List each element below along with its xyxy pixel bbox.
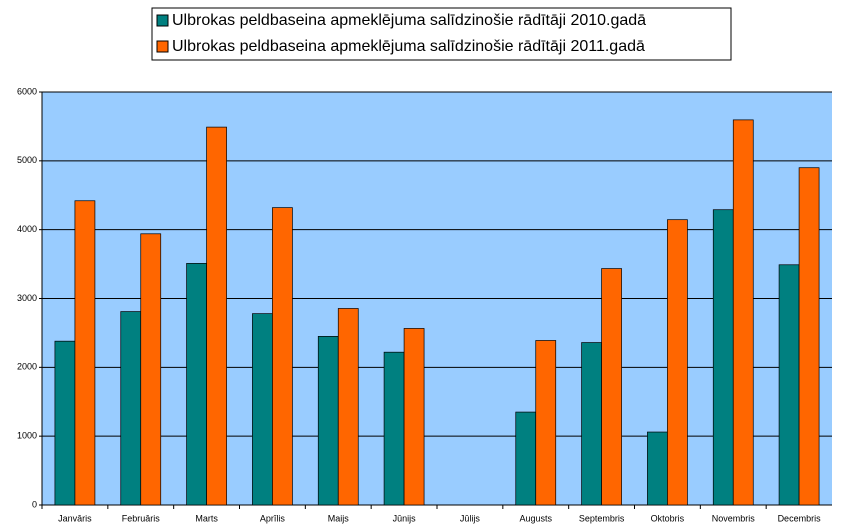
bar <box>581 342 602 506</box>
x-tick-label: Jūnijs <box>393 513 417 523</box>
bar <box>186 263 207 506</box>
legend-label: Ulbrokas peldbaseina apmeklējuma salīdzi… <box>172 12 646 29</box>
bar <box>383 351 405 506</box>
x-tick-label: Decembris <box>778 513 822 523</box>
x-tick-label: Maijs <box>328 513 350 523</box>
x-tick-label: Septembris <box>579 513 625 523</box>
x-tick-label: Aprīlis <box>260 513 286 523</box>
bar <box>317 336 339 506</box>
x-tick-label: Augusts <box>519 513 552 523</box>
legend <box>151 7 732 61</box>
x-tick-label: Jūlijs <box>460 513 481 523</box>
bar <box>74 200 96 506</box>
y-tick-label: 3000 <box>17 293 37 303</box>
legend-label: Ulbrokas peldbaseina apmeklējuma salīdzi… <box>172 38 645 55</box>
y-tick-label: 2000 <box>17 362 37 372</box>
bar <box>272 207 293 506</box>
x-tick-label: Februāris <box>122 513 161 523</box>
bar <box>206 126 227 506</box>
y-tick-label: 0 <box>32 499 37 509</box>
bar <box>54 340 76 506</box>
y-tick-label: 1000 <box>17 431 37 441</box>
bar <box>120 311 142 506</box>
y-tick-label: 5000 <box>17 155 37 165</box>
bar <box>667 219 688 506</box>
y-tick-label: 6000 <box>17 86 37 96</box>
bar <box>535 340 557 506</box>
bar <box>252 313 273 506</box>
bar <box>647 431 668 506</box>
bar <box>515 411 537 506</box>
x-tick-label: Janvāris <box>58 513 92 523</box>
bar <box>732 119 754 506</box>
bar <box>601 268 622 506</box>
x-tick-label: Marts <box>195 513 218 523</box>
y-tick-label: 4000 <box>17 224 37 234</box>
x-tick-label: Novembris <box>712 513 756 523</box>
bar <box>778 264 800 506</box>
bar <box>403 328 425 506</box>
bar <box>337 308 359 506</box>
x-tick-label: Oktobris <box>651 513 685 523</box>
legend-swatch <box>156 40 169 53</box>
legend-swatch <box>156 14 169 27</box>
bar <box>712 209 734 506</box>
bar <box>798 167 820 506</box>
bar <box>140 233 162 506</box>
